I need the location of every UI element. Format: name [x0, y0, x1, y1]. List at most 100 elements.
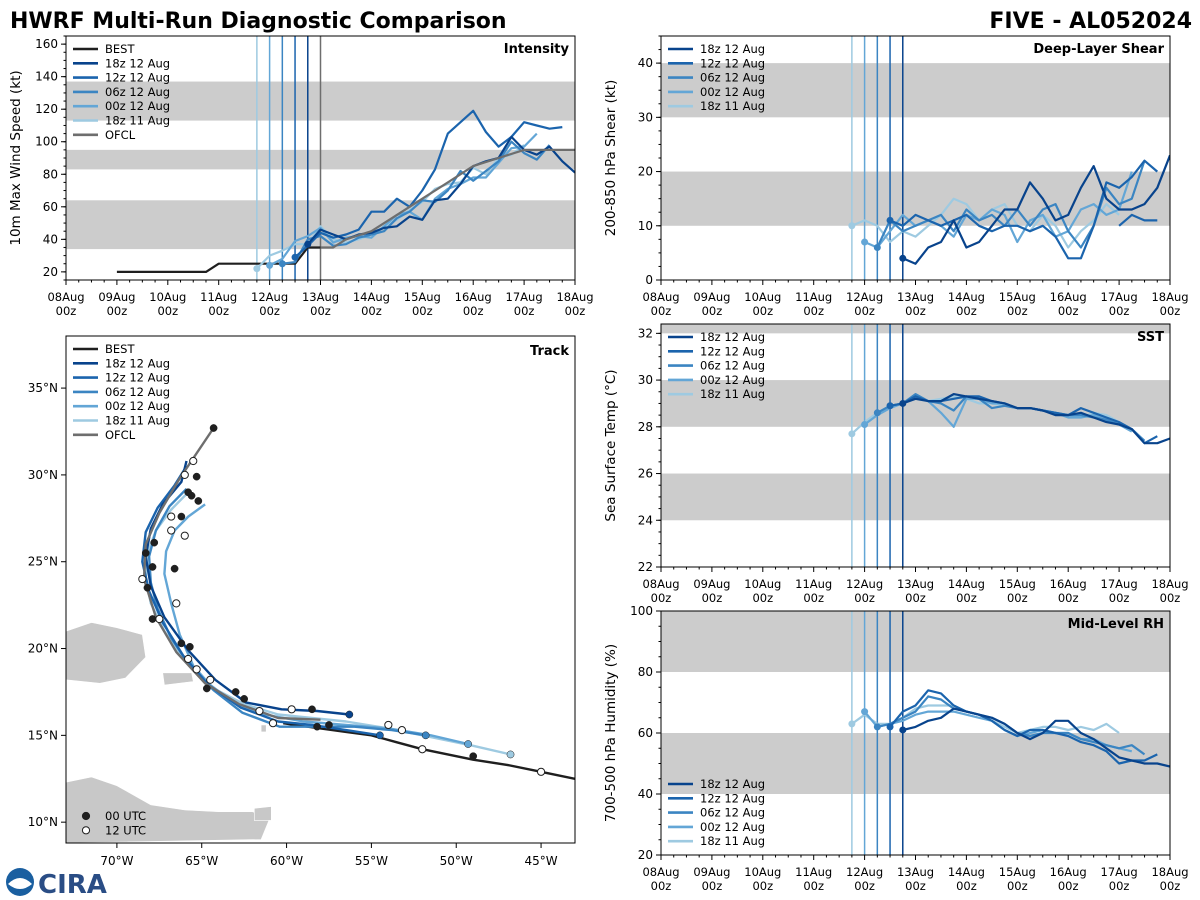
track-position-marker: [180, 470, 189, 480]
track-position-marker: [418, 745, 427, 754]
shear-init-marker: [899, 254, 907, 262]
shear-init-marker: [861, 238, 869, 246]
shear-x-tick-sublabel: 00z: [1109, 304, 1130, 318]
intensity-x-tick-sublabel: 00z: [208, 304, 229, 318]
rh-init-marker: [899, 726, 907, 734]
shear-legend-label: 18z 11 Aug: [700, 99, 765, 113]
shear-x-tick-sublabel: 00z: [702, 304, 723, 318]
shear-x-tick-sublabel: 00z: [905, 304, 926, 318]
sst-x-tick-label: 11Aug: [795, 577, 832, 591]
rh-init-marker: [886, 723, 894, 731]
track-position-marker: [138, 574, 147, 584]
sst-init-marker: [886, 402, 894, 410]
rh-x-tick-sublabel: 00z: [752, 879, 773, 893]
storm-id: FIVE - AL052024: [989, 9, 1192, 34]
land-mass: [162, 672, 194, 686]
intensity-x-tick-sublabel: 00z: [310, 304, 331, 318]
rh-legend-label: 12z 12 Aug: [700, 791, 765, 805]
rh-x-tick-label: 17Aug: [1101, 865, 1138, 879]
sst-series-line: [902, 393, 1170, 445]
sst-x-tick-label: 10Aug: [744, 577, 781, 591]
track-y-tick-label: 30°N: [28, 468, 58, 482]
intensity-y-tick-label: 120: [35, 102, 58, 116]
intensity-x-tick-label: 15Aug: [404, 290, 441, 304]
track-panel: 70°W 65°W 60°W 55°W 50°W 45°W 10°N 15°N 20°N 25°N…: [28, 335, 576, 868]
track-line: [283, 722, 575, 780]
track-position-marker: [268, 719, 278, 728]
rh-x-tick-label: 14Aug: [948, 865, 985, 879]
sst-x-tick-sublabel: 00z: [1058, 591, 1079, 605]
land-mass: [66, 776, 270, 843]
shear-x-tick-sublabel: 00z: [854, 304, 875, 318]
intensity-init-marker: [291, 253, 299, 261]
rh-x-tick-sublabel: 00z: [803, 879, 824, 893]
intensity-x-tick-label: 09Aug: [98, 290, 135, 304]
track-line: [141, 465, 381, 737]
track-position-marker: [167, 526, 176, 535]
sst-x-tick-label: 18Aug: [1151, 577, 1188, 591]
rh-x-tick-sublabel: 00z: [905, 879, 926, 893]
rh-x-tick-label: 18Aug: [1151, 865, 1188, 879]
shear-x-tick-sublabel: 00z: [752, 304, 773, 318]
track-y-tick-label: 25°N: [28, 555, 58, 569]
rh-plot-area: [661, 611, 1170, 855]
sst-x-tick-label: 09Aug: [693, 577, 730, 591]
track-legend-label: 18z 12 Aug: [105, 356, 170, 370]
rh-x-tick-sublabel: 00z: [702, 879, 723, 893]
rh-x-tick-sublabel: 00z: [1160, 879, 1181, 893]
track-x-tick-label: 70°W: [100, 854, 133, 868]
intensity-x-tick-label: 17Aug: [506, 290, 543, 304]
sst-x-tick-label: 17Aug: [1101, 577, 1138, 591]
intensity-init-marker: [278, 260, 286, 268]
sst-threshold-band: [661, 380, 1170, 427]
shear-init-marker: [873, 243, 881, 251]
sst-y-tick-label: 26: [638, 467, 653, 481]
noaa-bird-icon: [8, 878, 32, 889]
intensity-legend-label: BEST: [105, 42, 135, 56]
sst-legend-label: 06z 12 Aug: [700, 359, 765, 373]
intensity-x-tick-label: 10Aug: [149, 290, 186, 304]
track-position-marker: [143, 583, 152, 592]
track-position-marker: [536, 767, 546, 776]
rh-panel: 2040608010008Aug00z09Aug00z10Aug00z11Aug…: [603, 604, 1189, 893]
track-x-tick-label: 45°W: [524, 854, 557, 868]
sst-legend-label: 18z 12 Aug: [700, 330, 765, 344]
shear-y-tick-label: 20: [638, 165, 653, 179]
sst-init-marker: [873, 409, 881, 417]
track-marker-legend-dot: [81, 826, 91, 835]
track-position-marker: [376, 731, 384, 740]
shear-panel: 01020304008Aug00z09Aug00z10Aug00z11Aug00…: [603, 35, 1189, 318]
track-legend-label: OFCL: [105, 428, 136, 442]
track-position-marker: [192, 665, 201, 674]
track-position-marker: [325, 721, 333, 729]
track-y-tick-label: 15°N: [28, 728, 58, 742]
sst-y-tick-label: 30: [638, 373, 653, 387]
intensity-x-tick-label: 08Aug: [47, 290, 84, 304]
track-position-marker: [167, 512, 176, 521]
rh-x-tick-sublabel: 00z: [854, 879, 875, 893]
track-line: [144, 460, 350, 716]
sst-legend-label: 18z 11 Aug: [700, 387, 765, 401]
rh-panel-title: Mid-Level RH: [1068, 617, 1164, 632]
track-position-marker: [231, 688, 240, 696]
sst-x-tick-label: 12Aug: [846, 577, 883, 591]
shear-x-tick-label: 13Aug: [897, 290, 934, 304]
shear-init-marker: [848, 222, 856, 230]
intensity-x-tick-sublabel: 00z: [565, 304, 586, 318]
track-marker-legend-dot: [81, 811, 91, 821]
track-legend-label: 00z 12 Aug: [105, 399, 170, 413]
sst-x-tick-label: 15Aug: [999, 577, 1036, 591]
track-position-marker: [184, 488, 193, 497]
intensity-init-marker: [253, 265, 261, 273]
intensity-x-tick-label: 13Aug: [302, 290, 339, 304]
shear-y-tick-label: 10: [638, 219, 653, 233]
rh-series-line: [889, 689, 1158, 765]
track-x-tick-label: 60°W: [270, 854, 303, 868]
shear-x-tick-label: 16Aug: [1050, 290, 1087, 304]
track-marker-legend-label: 00 UTC: [105, 809, 146, 823]
track-position-marker: [506, 750, 515, 759]
shear-x-tick-sublabel: 00z: [956, 304, 977, 318]
intensity-legend-label: 12z 12 Aug: [105, 71, 170, 85]
intensity-y-axis-label: 10m Max Wind Speed (kt): [8, 70, 24, 245]
